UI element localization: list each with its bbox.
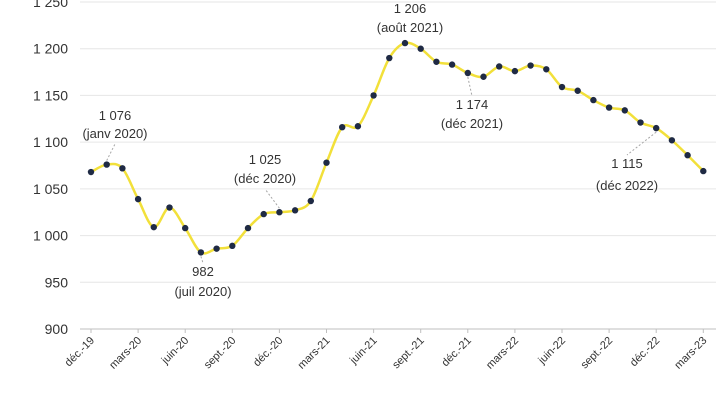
y-tick-label: 900	[45, 321, 69, 337]
data-point	[260, 210, 267, 218]
y-tick-label: 1 250	[33, 0, 68, 10]
annotation-value: 1 115	[611, 156, 643, 171]
annotations: 1 076 (janv 2020) 982 (juil 2020) 1 025 (déc …	[82, 1, 658, 299]
data-point	[417, 45, 424, 52]
annotation-value: 1 174	[456, 97, 489, 112]
x-tick-label: déc.-19	[63, 335, 97, 369]
x-tick-label: juin-22	[536, 335, 569, 368]
data-point	[197, 249, 205, 256]
annotation-date: (janv 2020)	[82, 126, 147, 141]
x-tick-label: sept.-22	[579, 335, 616, 372]
y-tick-label: 1 200	[33, 41, 68, 57]
y-tick-label: 1 150	[33, 87, 68, 103]
annotation-date: (déc 2022)	[596, 178, 658, 193]
annotation-value: 1 076	[99, 108, 132, 123]
data-point	[653, 124, 660, 132]
data-point	[182, 224, 189, 232]
x-tick-label: mars-22	[484, 335, 521, 372]
x-tick-label: déc.-21	[439, 335, 473, 369]
data-point	[166, 204, 173, 211]
x-tick-label: juin-21	[347, 335, 380, 368]
series-line	[90, 41, 705, 255]
annotation-date: (juil 2020)	[174, 284, 231, 299]
data-point	[103, 161, 110, 168]
x-axis-ticks: déc.-19 mars-20 juin-20 sept.-20 déc.-20 mars…	[63, 329, 709, 372]
annotation-leader	[467, 76, 473, 97]
y-tick-label: 1 100	[33, 134, 68, 150]
annotation-leader	[626, 131, 657, 156]
annotation-date: (déc 2021)	[441, 116, 503, 131]
x-tick-label: mars-21	[296, 335, 333, 372]
data-point	[433, 58, 440, 65]
data-point	[480, 73, 487, 80]
data-point	[668, 137, 676, 144]
series-markers	[87, 39, 707, 256]
data-point	[339, 123, 346, 131]
data-point	[119, 165, 126, 172]
data-point	[386, 54, 393, 62]
data-point	[370, 92, 377, 99]
annotation-value: 1 025	[249, 152, 282, 167]
annotation-leader	[106, 143, 116, 161]
y-tick-label: 1 000	[33, 228, 68, 244]
annotation-value: 1 206	[394, 1, 427, 16]
data-point	[276, 209, 283, 216]
x-tick-label: sept.-20	[202, 335, 239, 372]
gridlines	[80, 1, 716, 330]
data-point	[448, 61, 456, 68]
data-point	[244, 224, 252, 232]
x-tick-label: déc.-20	[251, 335, 285, 369]
data-point	[574, 87, 581, 94]
data-point	[621, 107, 628, 114]
x-tick-label: mars-20	[107, 335, 144, 372]
annotation-value: 982	[192, 264, 214, 279]
data-point	[291, 207, 299, 214]
data-point	[700, 167, 707, 175]
annotation-leader	[200, 256, 204, 264]
x-tick-label: mars-23	[672, 335, 709, 372]
data-point	[511, 67, 519, 75]
data-point	[684, 152, 691, 159]
data-point	[605, 104, 613, 111]
series-path	[90, 41, 705, 255]
data-point	[637, 119, 644, 126]
data-point	[401, 39, 409, 47]
data-point	[496, 63, 503, 70]
data-point	[229, 242, 236, 250]
x-tick-label: juin-20	[159, 335, 192, 368]
y-tick-label: 950	[45, 274, 69, 290]
data-point	[590, 96, 597, 104]
annotation-date: (août 2021)	[377, 20, 444, 35]
y-axis-ticks: 900 950 1 000 1 050 1 100 1 150 1 200 1 250	[33, 0, 68, 337]
data-point	[150, 223, 157, 231]
data-point	[213, 245, 220, 252]
data-point	[134, 195, 142, 203]
data-point	[464, 69, 471, 77]
data-point	[323, 159, 330, 166]
x-tick-label: déc.-22	[628, 335, 662, 369]
data-point	[307, 197, 314, 205]
data-point	[543, 66, 550, 73]
data-point	[354, 123, 362, 130]
annotation-date: (déc 2020)	[234, 171, 296, 186]
data-point	[87, 168, 95, 176]
x-tick-label: sept.-21	[390, 335, 427, 372]
y-tick-label: 1 050	[33, 181, 68, 197]
data-point	[527, 62, 534, 69]
data-point	[558, 83, 566, 91]
annotation-leader	[264, 188, 280, 209]
